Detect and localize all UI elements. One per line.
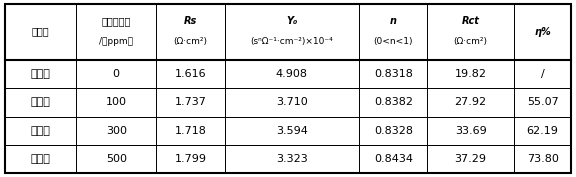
Text: 3.710: 3.710 (276, 97, 308, 107)
Text: Rct: Rct (462, 16, 480, 27)
Text: 0.8382: 0.8382 (374, 97, 413, 107)
Bar (514, 4, 571, 60)
Text: 33.69: 33.69 (455, 126, 487, 136)
Text: 500: 500 (106, 154, 127, 164)
Bar (514, 88, 571, 116)
Text: 第二组: 第二组 (31, 97, 50, 107)
Bar (157, 116, 225, 145)
Text: 100: 100 (106, 97, 127, 107)
Bar (157, 88, 225, 116)
Bar (225, 60, 359, 88)
Text: 实验组: 实验组 (32, 27, 49, 37)
Text: 第三组: 第三组 (31, 126, 50, 136)
Text: 37.29: 37.29 (454, 154, 487, 164)
Bar (225, 116, 359, 145)
Text: /（ppm）: /（ppm） (99, 37, 133, 46)
Bar (427, 116, 514, 145)
Bar (157, 4, 225, 60)
Text: 0.8434: 0.8434 (374, 154, 413, 164)
Text: 0.8328: 0.8328 (374, 126, 413, 136)
Text: 4.908: 4.908 (276, 69, 308, 79)
Text: η%: η% (535, 27, 551, 37)
Bar (359, 88, 427, 116)
Text: 3.323: 3.323 (276, 154, 308, 164)
Bar (225, 4, 359, 60)
Text: n: n (390, 16, 397, 27)
Text: (sⁿΩ⁻¹·cm⁻²)×10⁻⁴: (sⁿΩ⁻¹·cm⁻²)×10⁻⁴ (251, 37, 334, 46)
Text: 73.80: 73.80 (526, 154, 559, 164)
Bar (76, 60, 157, 88)
Bar (5, 145, 76, 173)
Text: 0.8318: 0.8318 (374, 69, 412, 79)
Text: 3.594: 3.594 (276, 126, 308, 136)
Text: 0: 0 (113, 69, 120, 79)
Text: (Ω·cm²): (Ω·cm²) (173, 37, 207, 46)
Text: (Ω·cm²): (Ω·cm²) (454, 37, 488, 46)
Bar (225, 88, 359, 116)
Bar (427, 145, 514, 173)
Bar (76, 116, 157, 145)
Text: (0<n<1): (0<n<1) (373, 37, 413, 46)
Bar (5, 4, 76, 60)
Text: Rs: Rs (184, 16, 197, 27)
Text: 1.799: 1.799 (175, 154, 207, 164)
Text: 第一组: 第一组 (31, 69, 50, 79)
Bar (514, 60, 571, 88)
Text: 1.718: 1.718 (175, 126, 207, 136)
Bar (76, 4, 157, 60)
Bar (5, 60, 76, 88)
Bar (514, 145, 571, 173)
Bar (359, 116, 427, 145)
Bar (514, 116, 571, 145)
Text: 1.616: 1.616 (175, 69, 206, 79)
Bar (76, 88, 157, 116)
Bar (427, 4, 514, 60)
Bar (359, 4, 427, 60)
Text: 55.07: 55.07 (527, 97, 559, 107)
Bar (359, 60, 427, 88)
Bar (427, 88, 514, 116)
Bar (225, 145, 359, 173)
Text: 1.737: 1.737 (175, 97, 207, 107)
Text: /: / (541, 69, 544, 79)
Bar (157, 145, 225, 173)
Bar (157, 60, 225, 88)
Bar (5, 88, 76, 116)
Bar (76, 145, 157, 173)
Bar (5, 116, 76, 145)
Text: 62.19: 62.19 (526, 126, 559, 136)
Bar (359, 145, 427, 173)
Text: 300: 300 (106, 126, 127, 136)
Text: 缓蚀剂浓度: 缓蚀剂浓度 (101, 16, 131, 27)
Bar (427, 60, 514, 88)
Text: 19.82: 19.82 (454, 69, 487, 79)
Text: Y₀: Y₀ (286, 16, 298, 27)
Text: 第四组: 第四组 (31, 154, 50, 164)
Text: 27.92: 27.92 (454, 97, 487, 107)
